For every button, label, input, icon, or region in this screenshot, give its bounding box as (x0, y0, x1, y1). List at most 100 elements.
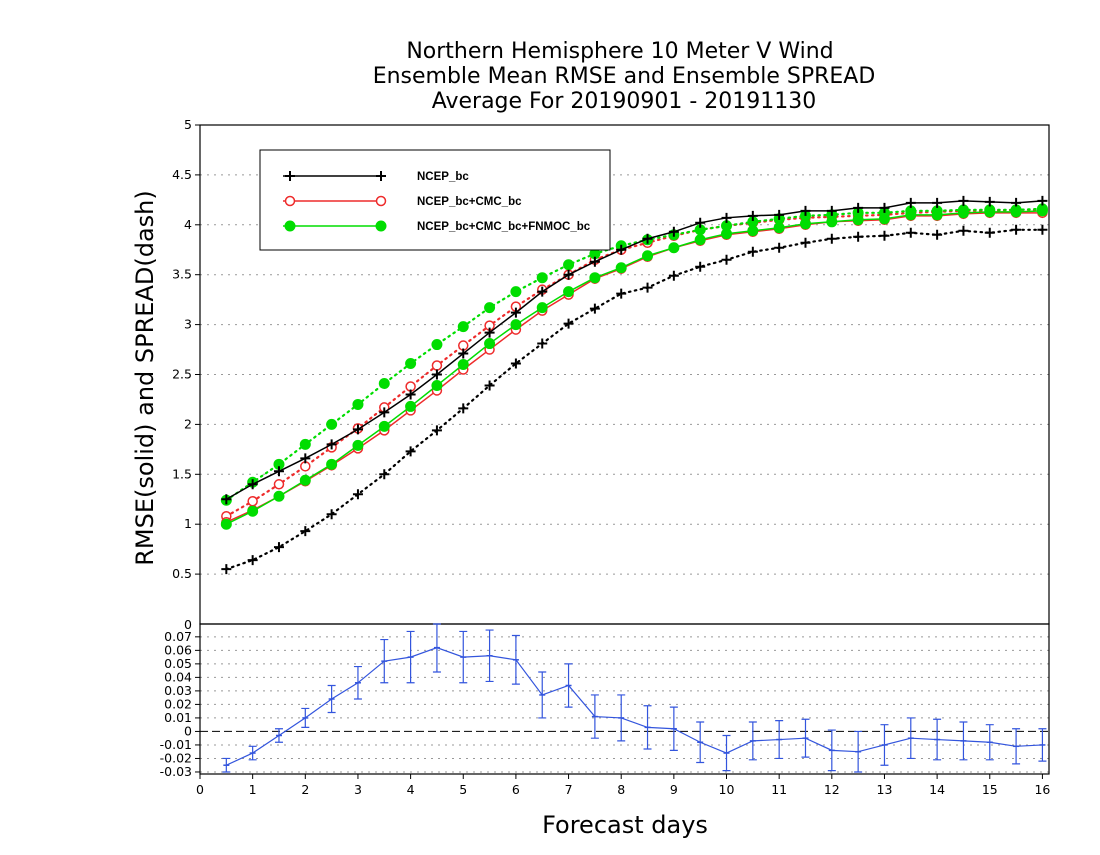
x-tick-label: 8 (617, 782, 625, 797)
data-point-circle-filled (536, 302, 548, 314)
x-tick-label: 6 (512, 782, 520, 797)
data-point-circle-open (247, 495, 258, 507)
x-tick-label: 10 (719, 782, 735, 797)
data-point-circle-filled (510, 319, 522, 331)
x-tick-label: 2 (301, 782, 309, 797)
plot-layer: 0.511.522.533.544.5500.070.060.050.040.0… (160, 117, 1051, 797)
data-point-circle-filled (431, 379, 443, 391)
data-point-circle-filled (563, 286, 575, 298)
sub-y-tick-label: 0.05 (164, 656, 192, 671)
data-point-plus (458, 403, 469, 414)
data-point-plus (300, 453, 311, 464)
data-point-plus (668, 270, 679, 281)
y-tick-label: 3 (184, 317, 192, 332)
sub-y-tick-label: -0.02 (160, 750, 192, 765)
y-tick-label: 2.5 (172, 367, 192, 382)
data-point-circle-filled (484, 302, 496, 314)
data-point-plus (616, 288, 627, 299)
data-point-plus (747, 210, 758, 221)
data-point-plus (563, 318, 574, 329)
data-point-plus (1037, 224, 1048, 235)
sub-y-tick-label: -0.03 (160, 764, 192, 779)
data-point-plus (616, 244, 627, 255)
data-point-circle-open (273, 479, 285, 490)
y-tick-label: 0 (184, 617, 192, 632)
data-point-circle-filled (431, 339, 443, 351)
data-point-plus (826, 233, 837, 244)
data-point-circle-filled (378, 420, 390, 432)
y-tick-label: 1 (184, 516, 192, 531)
data-point-plus (589, 303, 600, 314)
legend-label: NCEP_bc+CMC_bc (417, 196, 522, 208)
data-point-plus (273, 542, 284, 553)
data-point-circle-filled (773, 222, 785, 234)
data-point-plus (285, 171, 295, 181)
data-point-plus (984, 196, 995, 207)
data-point-circle-filled (878, 213, 890, 225)
data-point-plus (247, 555, 258, 566)
data-point-circle-filled (457, 359, 469, 371)
data-point-plus (853, 202, 864, 213)
data-point-circle-filled (326, 418, 338, 430)
y-tick-label: 4 (184, 217, 192, 232)
data-point-plus (405, 389, 416, 400)
data-point-plus (800, 237, 811, 248)
x-tick-label: 16 (1034, 782, 1050, 797)
data-point-plus (642, 282, 653, 293)
data-point-circle-open (375, 195, 387, 207)
data-point-plus (300, 526, 311, 537)
data-point-plus (352, 489, 363, 500)
data-point-plus (747, 246, 758, 257)
data-point-circle-filled (668, 242, 680, 254)
data-point-plus (326, 439, 337, 450)
data-point-plus (484, 380, 495, 391)
data-point-plus (721, 212, 732, 223)
legend: NCEP_bc NCEP_bc+CMC_bc NCEP_bc+CMC_bc+FNMO… (259, 149, 611, 251)
data-point-plus (376, 171, 386, 181)
data-point-circle-filled (352, 398, 364, 410)
x-tick-label: 12 (824, 782, 840, 797)
data-point-circle-filled (642, 250, 654, 262)
data-point-plus (879, 202, 890, 213)
data-point-plus (879, 230, 890, 241)
x-tick-label: 9 (670, 782, 678, 797)
data-point-circle-open (284, 195, 296, 207)
data-point-circle-filled (326, 458, 338, 470)
data-point-circle-filled (747, 225, 759, 237)
data-point-plus (826, 205, 837, 216)
x-tick-label: 14 (929, 782, 945, 797)
data-point-circle-open (431, 360, 443, 371)
data-point-circle-filled (484, 338, 496, 350)
spread-series-line (225, 208, 1044, 518)
data-point-plus (853, 231, 864, 242)
data-point-plus (695, 261, 706, 272)
x-tick-label: 7 (565, 782, 573, 797)
spread-series-line (225, 207, 1044, 502)
data-point-plus (642, 233, 653, 244)
data-point-circle-filled (799, 218, 811, 230)
y-tick-label: 5 (184, 117, 192, 132)
chart-title-line-2: Ensemble Mean RMSE and Ensemble SPREAD (373, 64, 876, 89)
data-point-circle-filled (905, 209, 917, 221)
legend-label: NCEP_bc+CMC_bc+FNMOC_bc (417, 221, 591, 233)
data-point-circle-filled (984, 206, 996, 218)
x-tick-label: 3 (354, 782, 362, 797)
data-point-plus (774, 209, 785, 220)
sub-y-tick-label: 0.07 (164, 629, 192, 644)
data-point-plus (668, 226, 679, 237)
data-point-circle-filled (852, 214, 864, 226)
y-tick-label: 4.5 (172, 167, 192, 182)
data-point-plus (563, 269, 574, 280)
x-tick-label: 4 (407, 782, 415, 797)
difference-series-line (226, 647, 1043, 766)
data-point-plus (932, 229, 943, 240)
data-point-circle-filled (615, 262, 627, 274)
data-point-plus (510, 358, 521, 369)
x-tick-label: 11 (771, 782, 787, 797)
data-point-plus (1037, 195, 1048, 206)
rmse-series-line (226, 212, 1043, 523)
data-point-plus (537, 338, 548, 349)
data-point-plus (589, 256, 600, 267)
data-point-plus (958, 225, 969, 236)
